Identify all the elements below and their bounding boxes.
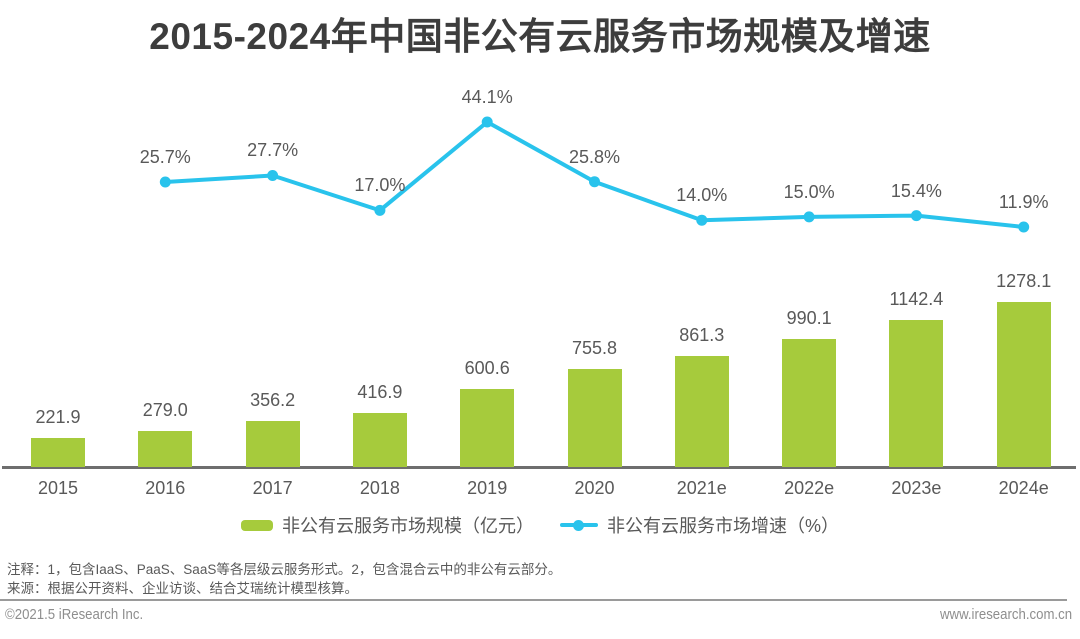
footer-divider xyxy=(0,599,1067,601)
x-axis-label-2015: 2015 xyxy=(37,478,79,498)
bar-2016 xyxy=(138,430,193,467)
x-axis-label-2016: 2016 xyxy=(145,478,186,498)
line-value-label-2016: 25.7% xyxy=(139,147,191,167)
x-axis-label-2018: 2018 xyxy=(359,478,400,498)
line-value-label-2023e: 15.4% xyxy=(890,180,942,201)
line-value-label-2020: 25.8% xyxy=(568,146,621,167)
note-annotation: 注释：1，包含IaaS、PaaS、SaaS等各层级云服务形式。2，包含混合云中的… xyxy=(7,562,562,577)
x-axis-label-2021e: 2021e xyxy=(676,478,727,498)
x-axis-label-2017: 2017 xyxy=(252,478,293,498)
bar-2017 xyxy=(245,421,300,467)
bar-2023e xyxy=(889,319,944,467)
legend-item-market-size: 非公有云服务市场规模（亿元） xyxy=(240,512,534,538)
website-text: www.iresearch.com.cn xyxy=(939,606,1072,623)
bar-value-label-2021e: 861.3 xyxy=(679,324,725,345)
line-value-label-2024e: 11.9% xyxy=(998,192,1049,212)
footnotes: 注释：1，包含IaaS、PaaS、SaaS等各层级云服务形式。2，包含混合云中的… xyxy=(7,561,1007,598)
x-axis-label-2020: 2020 xyxy=(574,478,615,498)
bar-value-label-2020: 755.8 xyxy=(571,338,618,359)
bar-legend-swatch xyxy=(240,519,273,531)
x-axis-label-2022e: 2022e xyxy=(784,478,835,498)
line-value-label-2017: 27.7% xyxy=(247,140,299,161)
bar-2015 xyxy=(31,438,85,467)
bar-value-label-2015: 221.9 xyxy=(35,407,81,428)
bar-legend-label: 非公有云服务市场规模（亿元） xyxy=(281,516,534,536)
legend-item-growth-rate: 非公有云服务市场增速（%） xyxy=(559,512,839,538)
x-axis-line xyxy=(2,466,1076,469)
x-axis-label-2023e: 2023e xyxy=(891,478,942,498)
line-value-label-2018: 17.0% xyxy=(354,175,406,196)
line-value-label-2022e: 15.0% xyxy=(783,181,835,202)
x-axis-label-2019: 2019 xyxy=(467,478,508,498)
legend: 非公有云服务市场规模（亿元） 非公有云服务市场增速（%） xyxy=(0,512,1080,538)
chart-title: 2015-2024年中国非公有云服务市场规模及增速 xyxy=(149,16,931,57)
bar-value-label-2018: 416.9 xyxy=(357,382,403,403)
bar-2020 xyxy=(567,369,622,467)
bar-2019 xyxy=(460,389,515,467)
bar-value-label-2024e: 1278.1 xyxy=(996,271,1052,291)
line-legend-label: 非公有云服务市场增速（%） xyxy=(606,516,839,536)
bar-value-label-2019: 600.6 xyxy=(464,358,510,379)
line-legend-marker xyxy=(559,519,598,531)
note-source: 来源：根据公开资料、企业访谈、结合艾瑞统计模型核算。 xyxy=(7,580,358,596)
bar-value-label-2022e: 990.1 xyxy=(786,308,832,329)
line-value-label-2019: 44.1% xyxy=(461,87,513,107)
bar-2021e xyxy=(674,355,729,467)
bar-value-label-2023e: 1142.4 xyxy=(889,288,944,309)
bar-2022e xyxy=(782,339,837,467)
line-legend-dot xyxy=(572,519,584,531)
line-value-label-2021e: 14.0% xyxy=(676,185,728,206)
x-axis-label-2024e: 2024e xyxy=(998,478,1049,498)
bar-value-label-2016: 279.0 xyxy=(142,399,188,420)
bar-2024e xyxy=(996,302,1051,467)
bar-value-label-2017: 356.2 xyxy=(250,390,296,410)
footer: ©2021.5 iResearch Inc. www.iresearch.com… xyxy=(5,606,1072,623)
copyright-text: ©2021.5 iResearch Inc. xyxy=(5,606,144,623)
bar-2018 xyxy=(352,413,407,467)
